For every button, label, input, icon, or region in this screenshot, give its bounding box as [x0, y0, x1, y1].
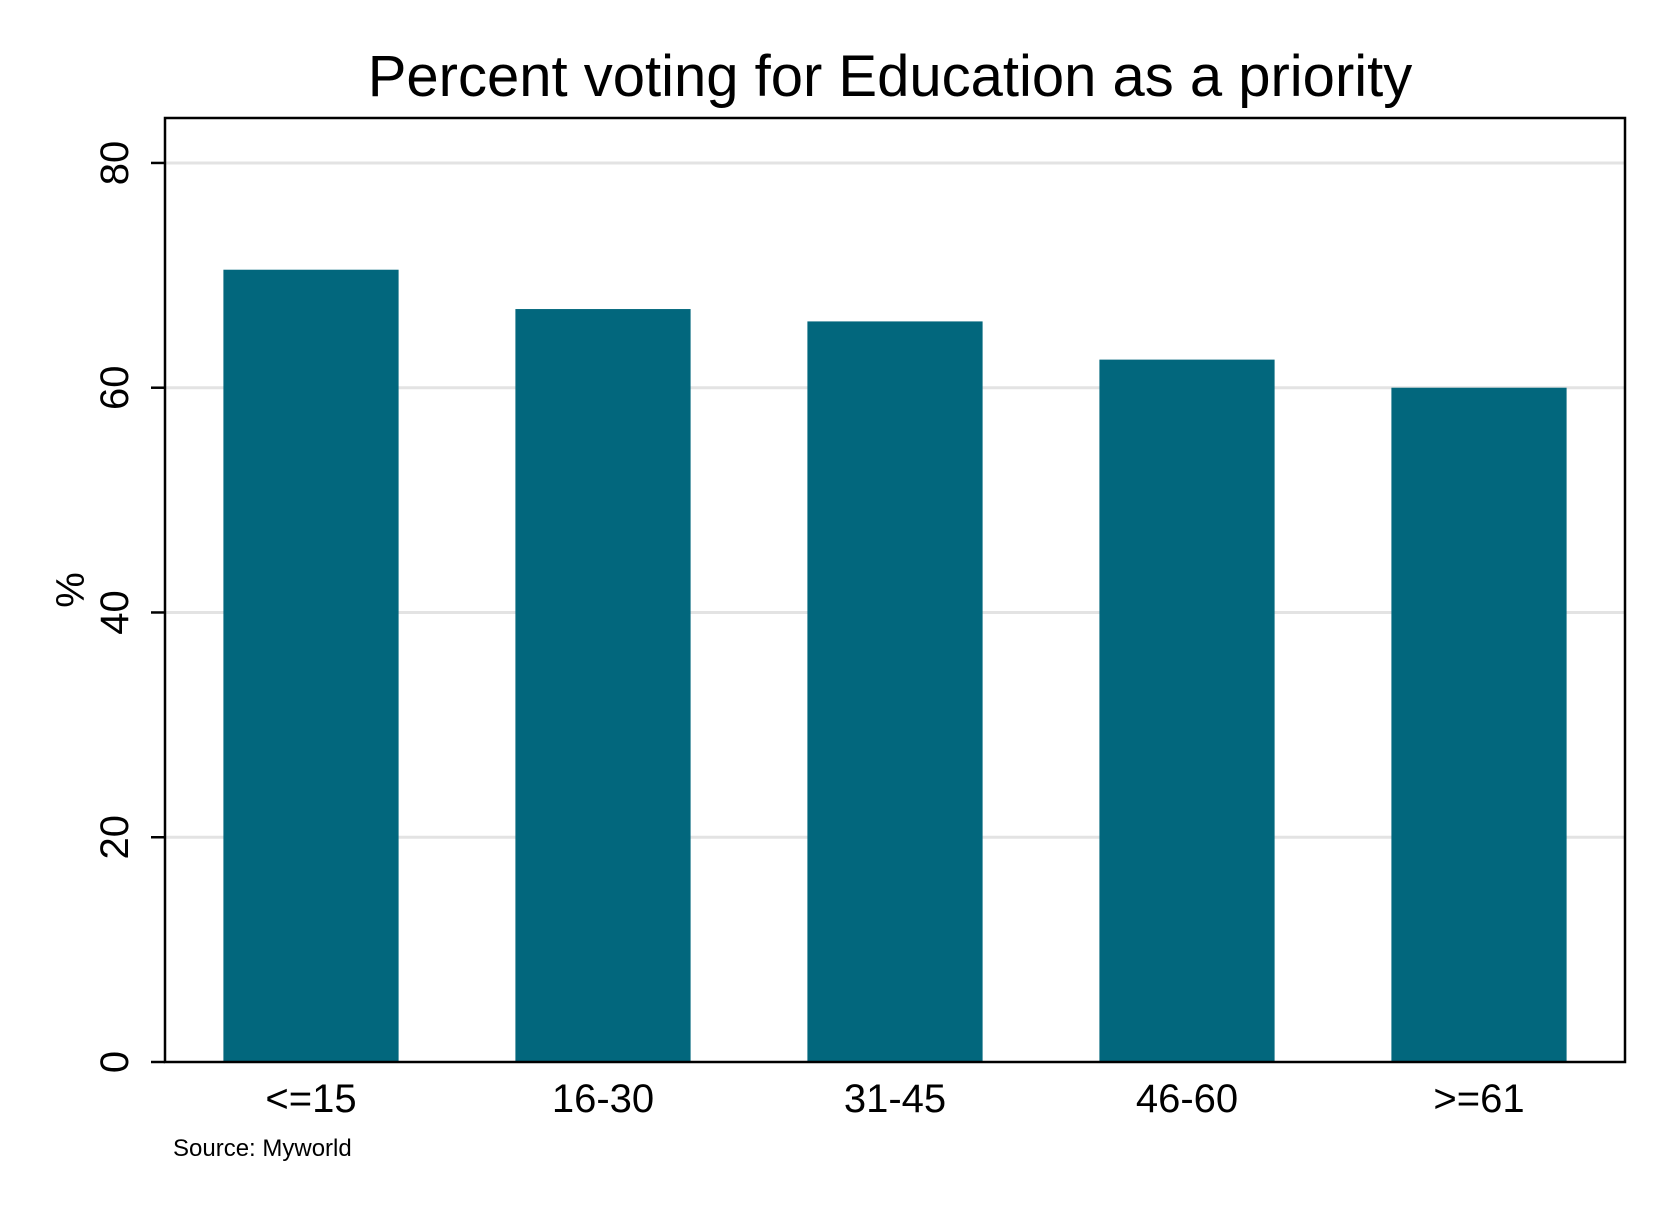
y-axis-label: % [49, 572, 93, 608]
y-tick-label: 20 [93, 815, 137, 860]
x-tick-label: 31-45 [844, 1077, 946, 1121]
bar [1099, 359, 1275, 1063]
y-tick-label: 0 [93, 1051, 137, 1073]
bar [223, 269, 399, 1062]
x-tick-label: >=61 [1433, 1077, 1524, 1121]
bar [807, 321, 983, 1062]
x-axis: <=15 16-30 31-45 46-60 >=61 [265, 1077, 1524, 1121]
x-tick-label: 46-60 [1136, 1077, 1238, 1121]
y-tick-label: 80 [93, 141, 137, 186]
bar [515, 309, 691, 1062]
y-tick-label: 40 [93, 590, 137, 635]
y-axis: 0 20 40 60 80 [93, 141, 165, 1073]
plot-frame [163, 116, 1627, 1064]
x-tick-label: <=15 [265, 1077, 356, 1121]
bar [1391, 387, 1567, 1062]
bars [223, 269, 1567, 1063]
y-tick-label: 60 [93, 365, 137, 410]
x-tick-label: 16-30 [552, 1077, 654, 1121]
source-note: Source: Myworld [173, 1135, 352, 1162]
chart-title: Percent voting for Education as a priori… [368, 44, 1413, 109]
